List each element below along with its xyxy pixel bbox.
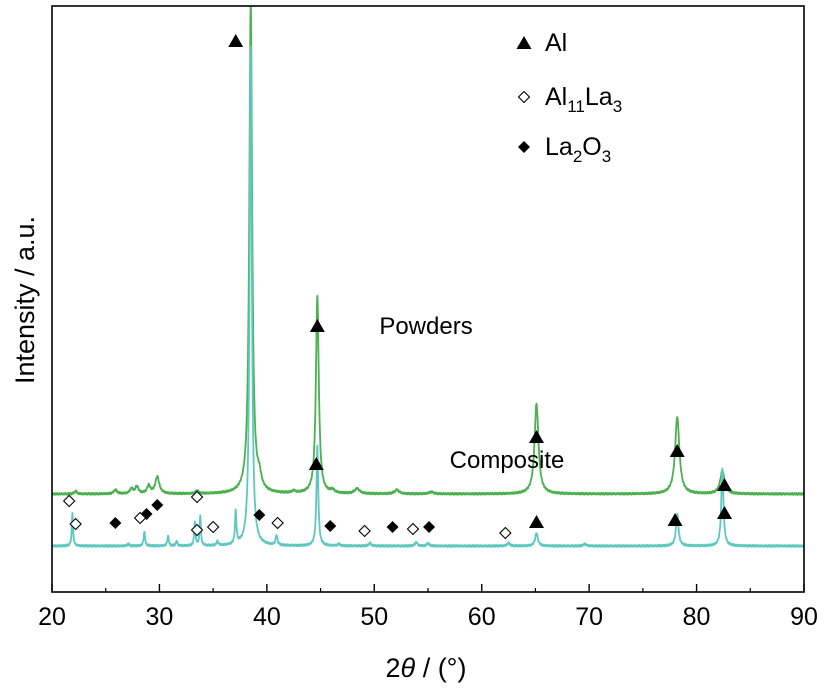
legend-symbol-al11la3 xyxy=(517,90,531,104)
x-axis-tick-labels: 20 30 40 50 60 70 80 90 xyxy=(38,603,818,631)
peak-marker-al11la3 xyxy=(190,490,204,504)
x-tick-label: 50 xyxy=(360,603,388,631)
peak-marker-al xyxy=(667,513,683,526)
legend-symbol-al xyxy=(516,36,532,49)
legend-symbol-la2o3 xyxy=(518,141,530,153)
legend-label-al11la3: Al11La3 xyxy=(545,83,622,116)
peak-marker-al xyxy=(309,319,325,332)
peak-marker-al11la3 xyxy=(190,523,204,537)
peak-marker-la2o3 xyxy=(386,521,399,533)
peak-marker-al11la3 xyxy=(69,517,82,531)
legend-label-la2o3: La2O3 xyxy=(545,133,611,166)
series-layer xyxy=(52,6,804,548)
peak-marker-al xyxy=(308,457,324,470)
series-line-composite xyxy=(52,45,804,548)
sample-label-composite: Composite xyxy=(450,447,565,474)
peak-marker-al11la3 xyxy=(499,526,512,540)
x-tick-label: 70 xyxy=(575,603,603,631)
x-tick-label: 30 xyxy=(146,603,174,631)
peak-marker-al xyxy=(529,430,545,443)
peak-marker-al11la3 xyxy=(62,494,76,508)
sample-label-layer: Powders Composite xyxy=(379,313,564,474)
peak-marker-al11la3 xyxy=(133,511,147,525)
legend-label-al: Al xyxy=(545,29,567,57)
y-axis-label: Intensity / a.u. xyxy=(10,216,40,384)
x-tick-label: 40 xyxy=(253,603,281,631)
series-line-powders xyxy=(52,6,804,496)
x-tick-label: 90 xyxy=(790,603,818,631)
peak-marker-la2o3 xyxy=(423,521,436,533)
legend: Al Al11La3 La2O3 xyxy=(516,29,622,166)
peak-marker-al xyxy=(228,34,244,47)
x-tick-label: 20 xyxy=(38,603,66,631)
peak-marker-al xyxy=(717,506,733,519)
x-axis-label: 2θ / (°) xyxy=(386,653,467,683)
peak-marker-al11la3 xyxy=(358,524,371,538)
plot-frame xyxy=(51,5,805,593)
x-tick-label: 80 xyxy=(683,603,711,631)
peak-marker-al xyxy=(529,515,545,528)
peak-marker-la2o3 xyxy=(324,520,337,532)
peak-marker-al xyxy=(669,444,685,457)
sample-label-powders: Powders xyxy=(379,313,472,340)
x-tick-label: 60 xyxy=(468,603,496,631)
peak-marker-al xyxy=(717,478,733,491)
peak-marker-la2o3 xyxy=(253,509,266,521)
peak-marker-la2o3 xyxy=(109,517,122,529)
marker-layer xyxy=(62,34,733,540)
peak-marker-al11la3 xyxy=(406,522,420,536)
peak-marker-la2o3 xyxy=(151,499,164,511)
x-axis-ticks xyxy=(51,584,805,592)
peak-marker-al11la3 xyxy=(206,520,220,534)
peak-marker-al11la3 xyxy=(271,516,284,530)
